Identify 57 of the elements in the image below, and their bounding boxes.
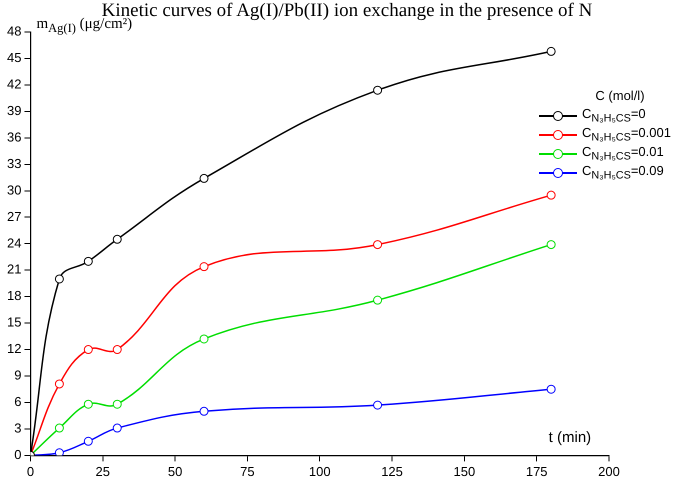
- y-tick-label: 45: [6, 50, 22, 66]
- x-tick-label: 75: [240, 464, 255, 479]
- point: [54, 379, 64, 388]
- y-tick-label: 15: [6, 314, 22, 330]
- x-tick-label: 150: [454, 464, 476, 479]
- point: [373, 86, 382, 95]
- point: [112, 345, 122, 354]
- point: [84, 345, 93, 354]
- x-tick-label: 25: [96, 464, 110, 479]
- point: [112, 234, 122, 244]
- point: [546, 384, 556, 394]
- point: [112, 400, 122, 409]
- point: [200, 334, 209, 344]
- point: [54, 448, 64, 456]
- y-tick-label: 24: [6, 235, 22, 250]
- y-tick-label: 21: [6, 262, 22, 277]
- legend-title: C (mol/l): [594, 88, 646, 103]
- y-tick-label: 0: [14, 446, 22, 462]
- point: [546, 46, 556, 56]
- legend-label: C$_{N₃H₅CS}$=0.01: [582, 144, 664, 163]
- point: [546, 190, 556, 200]
- legend-label: C$_{N₃H₅CS}$=0: [582, 106, 646, 125]
- x-tick-label: 200: [598, 464, 620, 479]
- y-tick-label: 12: [6, 341, 22, 356]
- point: [200, 262, 209, 272]
- x-tick-label: 175: [526, 464, 548, 479]
- y-tick-label: 18: [6, 288, 22, 304]
- y-tick-label: 48: [6, 24, 22, 39]
- x-tick-label: 100: [308, 464, 331, 479]
- y-tick-label: 30: [6, 182, 22, 198]
- point: [200, 174, 209, 183]
- x-axis-title: t (min): [548, 429, 592, 446]
- y-tick-label: 9: [14, 368, 22, 383]
- point: [112, 424, 122, 433]
- point: [84, 256, 93, 266]
- x-tick-label: 0: [26, 464, 34, 479]
- y-tick-label: 42: [6, 76, 22, 92]
- legend-label: C$_{N₃H₅CS}$=0.001: [582, 125, 671, 144]
- y-tick-label: 3: [14, 420, 22, 436]
- point: [373, 296, 382, 305]
- point: [546, 240, 556, 250]
- y-tick-label: 27: [6, 208, 22, 224]
- point: [373, 400, 382, 410]
- point: [84, 400, 93, 409]
- legend-label: C$_{N₃H₅CS}$=0.09: [582, 163, 664, 182]
- y-tick-label: 36: [6, 129, 22, 144]
- point: [84, 436, 93, 446]
- point: [54, 274, 64, 284]
- y-tick-label: 6: [14, 394, 22, 410]
- y-tick-label: 39: [6, 102, 22, 118]
- y-tick-label: 33: [6, 156, 22, 171]
- point: [373, 240, 382, 250]
- x-tick-label: 125: [381, 464, 403, 479]
- y-axis-title: m$_{Ag(I)}$ (μg/cm²): [36, 16, 132, 36]
- x-tick-label: 50: [168, 464, 182, 479]
- point: [200, 406, 209, 416]
- point: [54, 424, 64, 433]
